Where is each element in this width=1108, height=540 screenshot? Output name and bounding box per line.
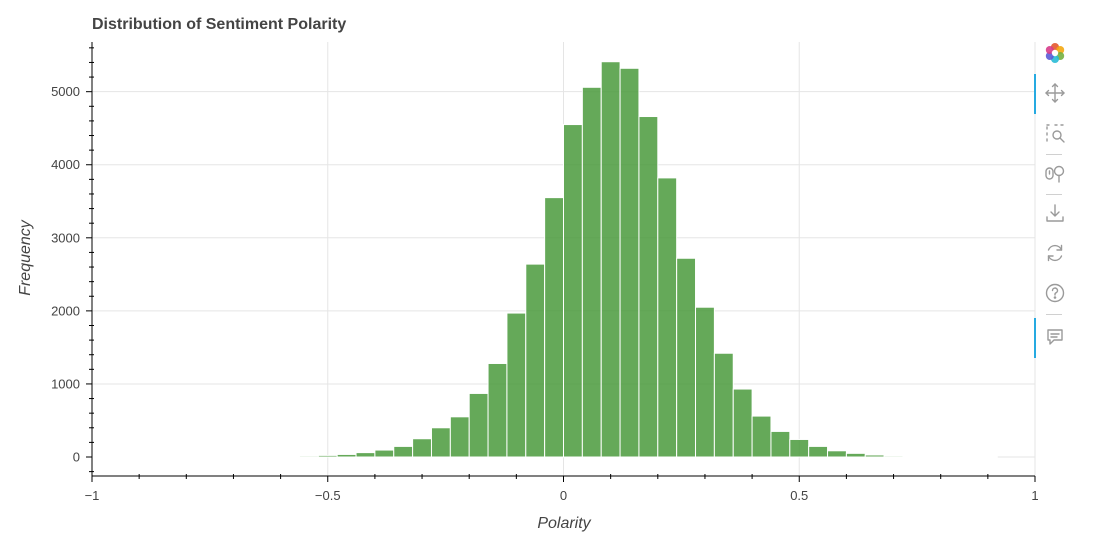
- histogram-bar: [827, 450, 847, 458]
- histogram-bar: [280, 455, 300, 458]
- y-axis: 0 1000 2000 3000 4000 5000: [51, 42, 94, 476]
- histogram-bar: [487, 362, 508, 458]
- x-tick-label: 1: [1031, 488, 1038, 503]
- histogram-bar: [808, 445, 829, 458]
- histogram-bar: [864, 454, 885, 458]
- pan-icon[interactable]: [1040, 78, 1070, 108]
- help-icon[interactable]: [1040, 278, 1070, 308]
- histogram-bar: [883, 455, 904, 458]
- histogram-bar: [845, 452, 866, 458]
- chart-toolbar: [1034, 34, 1074, 364]
- y-tick-label: 3000: [51, 230, 80, 245]
- x-axis: −1 −0.5 0 0.5 1: [85, 474, 1039, 503]
- histogram-bar: [695, 306, 715, 458]
- wheel-zoom-icon[interactable]: [1040, 158, 1070, 188]
- save-icon[interactable]: [1040, 198, 1070, 228]
- x-axis-label: Polarity: [537, 515, 591, 532]
- histogram-bar: [619, 67, 640, 458]
- pan-active-indicator: [1034, 74, 1036, 114]
- histogram-bar: [261, 455, 282, 458]
- y-tick-label: 2000: [51, 303, 80, 318]
- histogram-bar: [374, 449, 395, 458]
- histogram-bar: [732, 388, 753, 458]
- histogram-bar: [713, 352, 734, 458]
- histogram-bar: [581, 86, 602, 458]
- histogram-bar: [600, 61, 621, 458]
- x-tick-label: −0.5: [315, 488, 341, 503]
- y-tick-label: 1000: [51, 376, 80, 391]
- y-axis-label: Frequency: [17, 219, 34, 296]
- histogram-bar: [770, 430, 791, 458]
- toolbar-divider: [1046, 314, 1062, 315]
- toolbar-divider: [1046, 194, 1062, 195]
- histogram-bar: [317, 454, 338, 458]
- y-tick-label: 0: [73, 450, 80, 465]
- histogram-bar: [638, 116, 659, 458]
- histogram-bar: [676, 257, 697, 458]
- histogram-bar: [657, 177, 678, 458]
- histogram-bars: [91, 61, 998, 458]
- histogram-bar: [412, 438, 432, 458]
- y-tick-label: 4000: [51, 157, 80, 172]
- histogram-bar: [336, 453, 357, 458]
- histogram-bar: [789, 438, 810, 458]
- hover-icon[interactable]: [1040, 322, 1070, 352]
- histogram-bar: [298, 455, 319, 458]
- histogram-bar: [902, 455, 923, 458]
- histogram-bar: [449, 416, 470, 458]
- histogram-bar: [751, 415, 772, 458]
- histogram-bar: [468, 392, 489, 458]
- histogram-bar: [393, 445, 414, 458]
- histogram-bar: [355, 452, 376, 458]
- x-tick-label: 0.5: [790, 488, 808, 503]
- reset-icon[interactable]: [1040, 238, 1070, 268]
- y-tick-label: 5000: [51, 84, 80, 99]
- histogram-bar: [430, 427, 451, 458]
- toolbar-divider: [1046, 154, 1062, 155]
- x-tick-label: −1: [85, 488, 100, 503]
- box-zoom-icon[interactable]: [1040, 118, 1070, 148]
- chart-title: Distribution of Sentiment Polarity: [92, 16, 346, 33]
- histogram-bar: [525, 263, 546, 458]
- hover-active-indicator: [1034, 318, 1036, 358]
- histogram-bar: [506, 312, 527, 458]
- histogram-bar: [544, 197, 565, 458]
- histogram-bar: [563, 124, 583, 458]
- bokeh-logo-icon[interactable]: [1040, 38, 1070, 68]
- x-tick-label: 0: [560, 488, 567, 503]
